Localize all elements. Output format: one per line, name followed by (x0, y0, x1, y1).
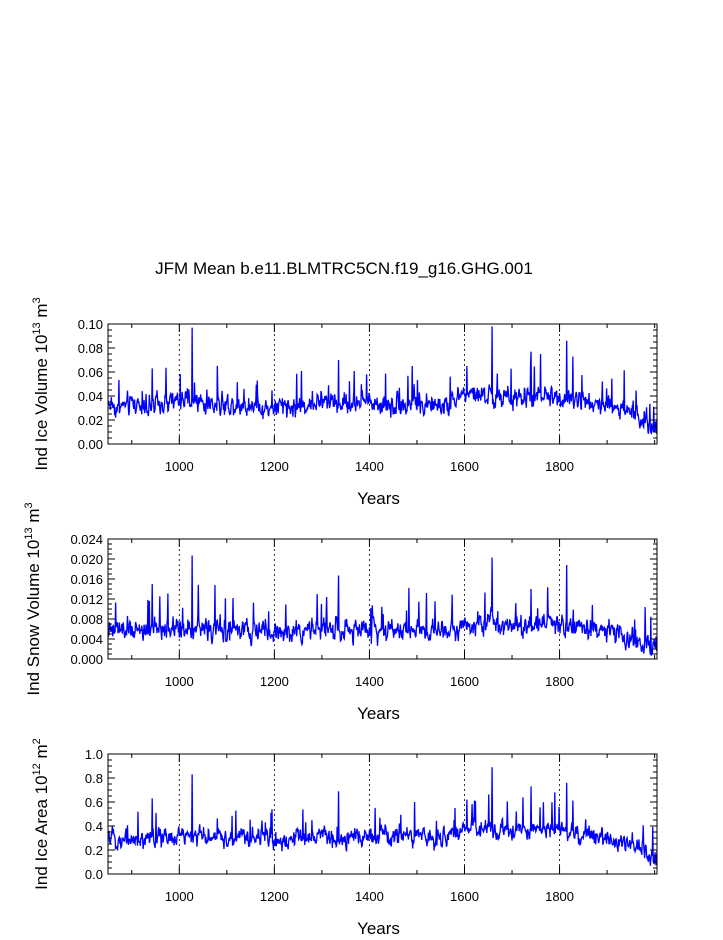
plot-frame (107, 753, 658, 875)
x-tick-label: 1200 (260, 459, 289, 474)
chart-panel-3: 0.0 0.2 0.4 0.6 0.8 1.0 1000 1200 1400 1600 1800 Ye… (31, 738, 658, 938)
y-label-superscript: 13 (31, 322, 43, 334)
y-label-text: Ind Ice Volume 10 (32, 335, 51, 471)
series-line (107, 555, 658, 656)
y-label-text: m (32, 744, 51, 763)
y-label-superscript: 2 (31, 738, 43, 744)
x-tick-label: 1600 (450, 674, 479, 689)
plot-frame (107, 538, 658, 660)
chart-title: JFM Mean b.e11.BLMTRC5CN.f19_g16.GHG.001 (155, 259, 533, 278)
y-axis-label: Ind Snow Volume 1013 m3 (23, 502, 43, 695)
x-tick-label: 1800 (545, 889, 574, 904)
x-tick-label: 1200 (260, 674, 289, 689)
x-tick-label: 1400 (355, 674, 384, 689)
y-axis-label: Ind Ice Volume 1013 m3 (31, 297, 51, 470)
y-tick-label: 0.020 (70, 552, 103, 567)
x-axis-label: Years (357, 489, 400, 508)
series-line (107, 326, 658, 435)
x-axis-label: Years (357, 704, 400, 723)
x-tick-label: 1800 (545, 459, 574, 474)
y-tick-label: 0.016 (70, 572, 103, 587)
x-tick-label: 1000 (165, 889, 194, 904)
y-label-text: Ind Snow Volume 10 (24, 540, 43, 696)
x-tick-label: 1200 (260, 889, 289, 904)
y-label-superscript: 13 (23, 527, 35, 539)
y-tick-label: 0.024 (70, 532, 103, 547)
y-tick-label: 0.06 (78, 365, 103, 380)
y-tick-label: 0.012 (70, 592, 103, 607)
y-label-superscript: 3 (31, 297, 43, 303)
y-label-superscript: 3 (23, 502, 35, 508)
y-tick-label: 0.02 (78, 413, 103, 428)
y-tick-label: 0.008 (70, 612, 103, 627)
y-tick-label: 0.6 (85, 795, 103, 810)
y-tick-label: 0.08 (78, 341, 103, 356)
x-tick-label: 1400 (355, 889, 384, 904)
y-tick-label: 0.8 (85, 771, 103, 786)
y-axis-label: Ind Ice Area 1012 m2 (31, 738, 51, 890)
x-tick-label: 1600 (450, 889, 479, 904)
x-tick-label: 1400 (355, 459, 384, 474)
y-tick-label: 0.0 (85, 867, 103, 882)
x-tick-label: 1000 (165, 674, 194, 689)
chart-panel-1: 0.00 0.02 0.04 0.06 0.08 0.10 1000 1200 1400 1600… (31, 297, 658, 508)
y-label-text: Ind Ice Area 10 (32, 775, 51, 889)
chart-panel-2: 0.000 0.004 0.008 0.012 0.016 0.020 0.024 1000 1… (23, 502, 658, 723)
x-tick-label: 1600 (450, 459, 479, 474)
y-tick-label: 0.04 (78, 389, 103, 404)
y-label-text: m (24, 509, 43, 528)
series-line (107, 767, 658, 866)
x-tick-label: 1000 (165, 459, 194, 474)
y-tick-label: 1.0 (85, 747, 103, 762)
y-tick-label: 0.2 (85, 843, 103, 858)
y-tick-label: 0.004 (70, 632, 103, 647)
y-tick-label: 0.000 (70, 652, 103, 667)
y-tick-label: 0.00 (78, 437, 103, 452)
plot-frame (107, 323, 658, 445)
y-tick-label: 0.4 (85, 819, 103, 834)
y-label-text: m (32, 303, 51, 322)
y-tick-label: 0.10 (78, 317, 103, 332)
x-tick-label: 1800 (545, 674, 574, 689)
y-label-superscript: 12 (31, 763, 43, 775)
x-axis-label: Years (357, 919, 400, 935)
